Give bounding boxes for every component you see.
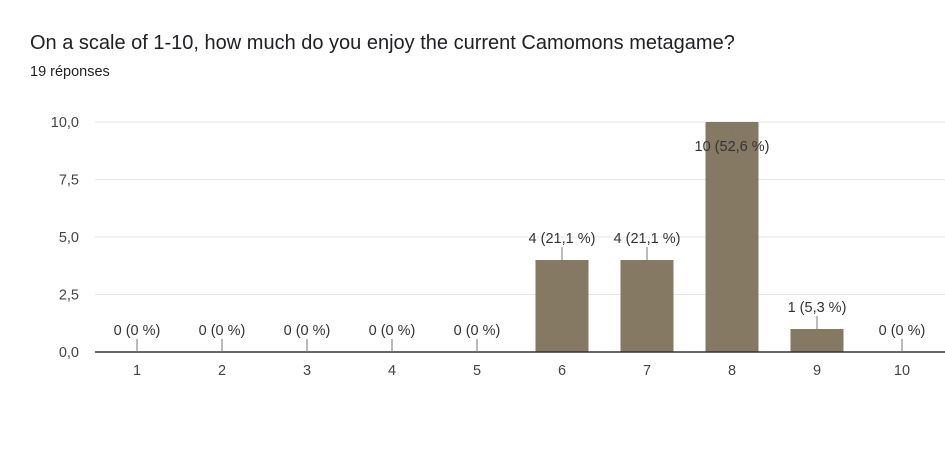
bar — [790, 329, 844, 352]
x-tick-label: 8 — [728, 363, 736, 379]
x-tick-label: 10 — [894, 363, 910, 379]
data-label: 1 (5,3 %) — [788, 300, 847, 316]
y-tick-label: 5,0 — [59, 230, 79, 246]
axes: 0,0 2,5 5,0 7,5 10,0 1 2 3 4 5 6 7 8 9 10 — [51, 115, 945, 379]
data-label: 0 (0 %) — [284, 323, 331, 339]
data-labels: 0 (0 %) 0 (0 %) 0 (0 %) 0 (0 %) 0 (0 %) 4 (21… — [114, 122, 926, 352]
data-label: 0 (0 %) — [114, 323, 161, 339]
bar — [535, 260, 589, 352]
data-label: 10 (52,6 %) — [695, 139, 770, 155]
data-label: 0 (0 %) — [454, 323, 501, 339]
question-title: On a scale of 1-10, how much do you enjo… — [30, 32, 735, 54]
data-label: 4 (21,1 %) — [614, 231, 681, 247]
data-label: 0 (0 %) — [369, 323, 416, 339]
grid-lines — [95, 121, 945, 295]
x-tick-label: 6 — [558, 363, 566, 379]
x-tick-label: 7 — [643, 363, 651, 379]
data-label: 0 (0 %) — [199, 323, 246, 339]
y-tick-label: 7,5 — [59, 173, 79, 189]
y-tick-label: 10,0 — [51, 115, 79, 131]
y-tick-label: 2,5 — [59, 288, 79, 304]
x-tick-label: 5 — [473, 363, 481, 379]
y-tick-label: 0,0 — [59, 345, 79, 361]
bars — [535, 122, 844, 352]
data-label: 0 (0 %) — [879, 323, 926, 339]
x-tick-label: 2 — [218, 363, 226, 379]
bar — [620, 260, 674, 352]
bar — [705, 122, 759, 352]
data-label: 4 (21,1 %) — [529, 231, 596, 247]
x-tick-label: 9 — [813, 363, 821, 379]
response-count: 19 réponses — [30, 64, 110, 80]
x-tick-label: 3 — [303, 363, 311, 379]
x-tick-label: 4 — [388, 363, 396, 379]
x-tick-label: 1 — [133, 363, 141, 379]
